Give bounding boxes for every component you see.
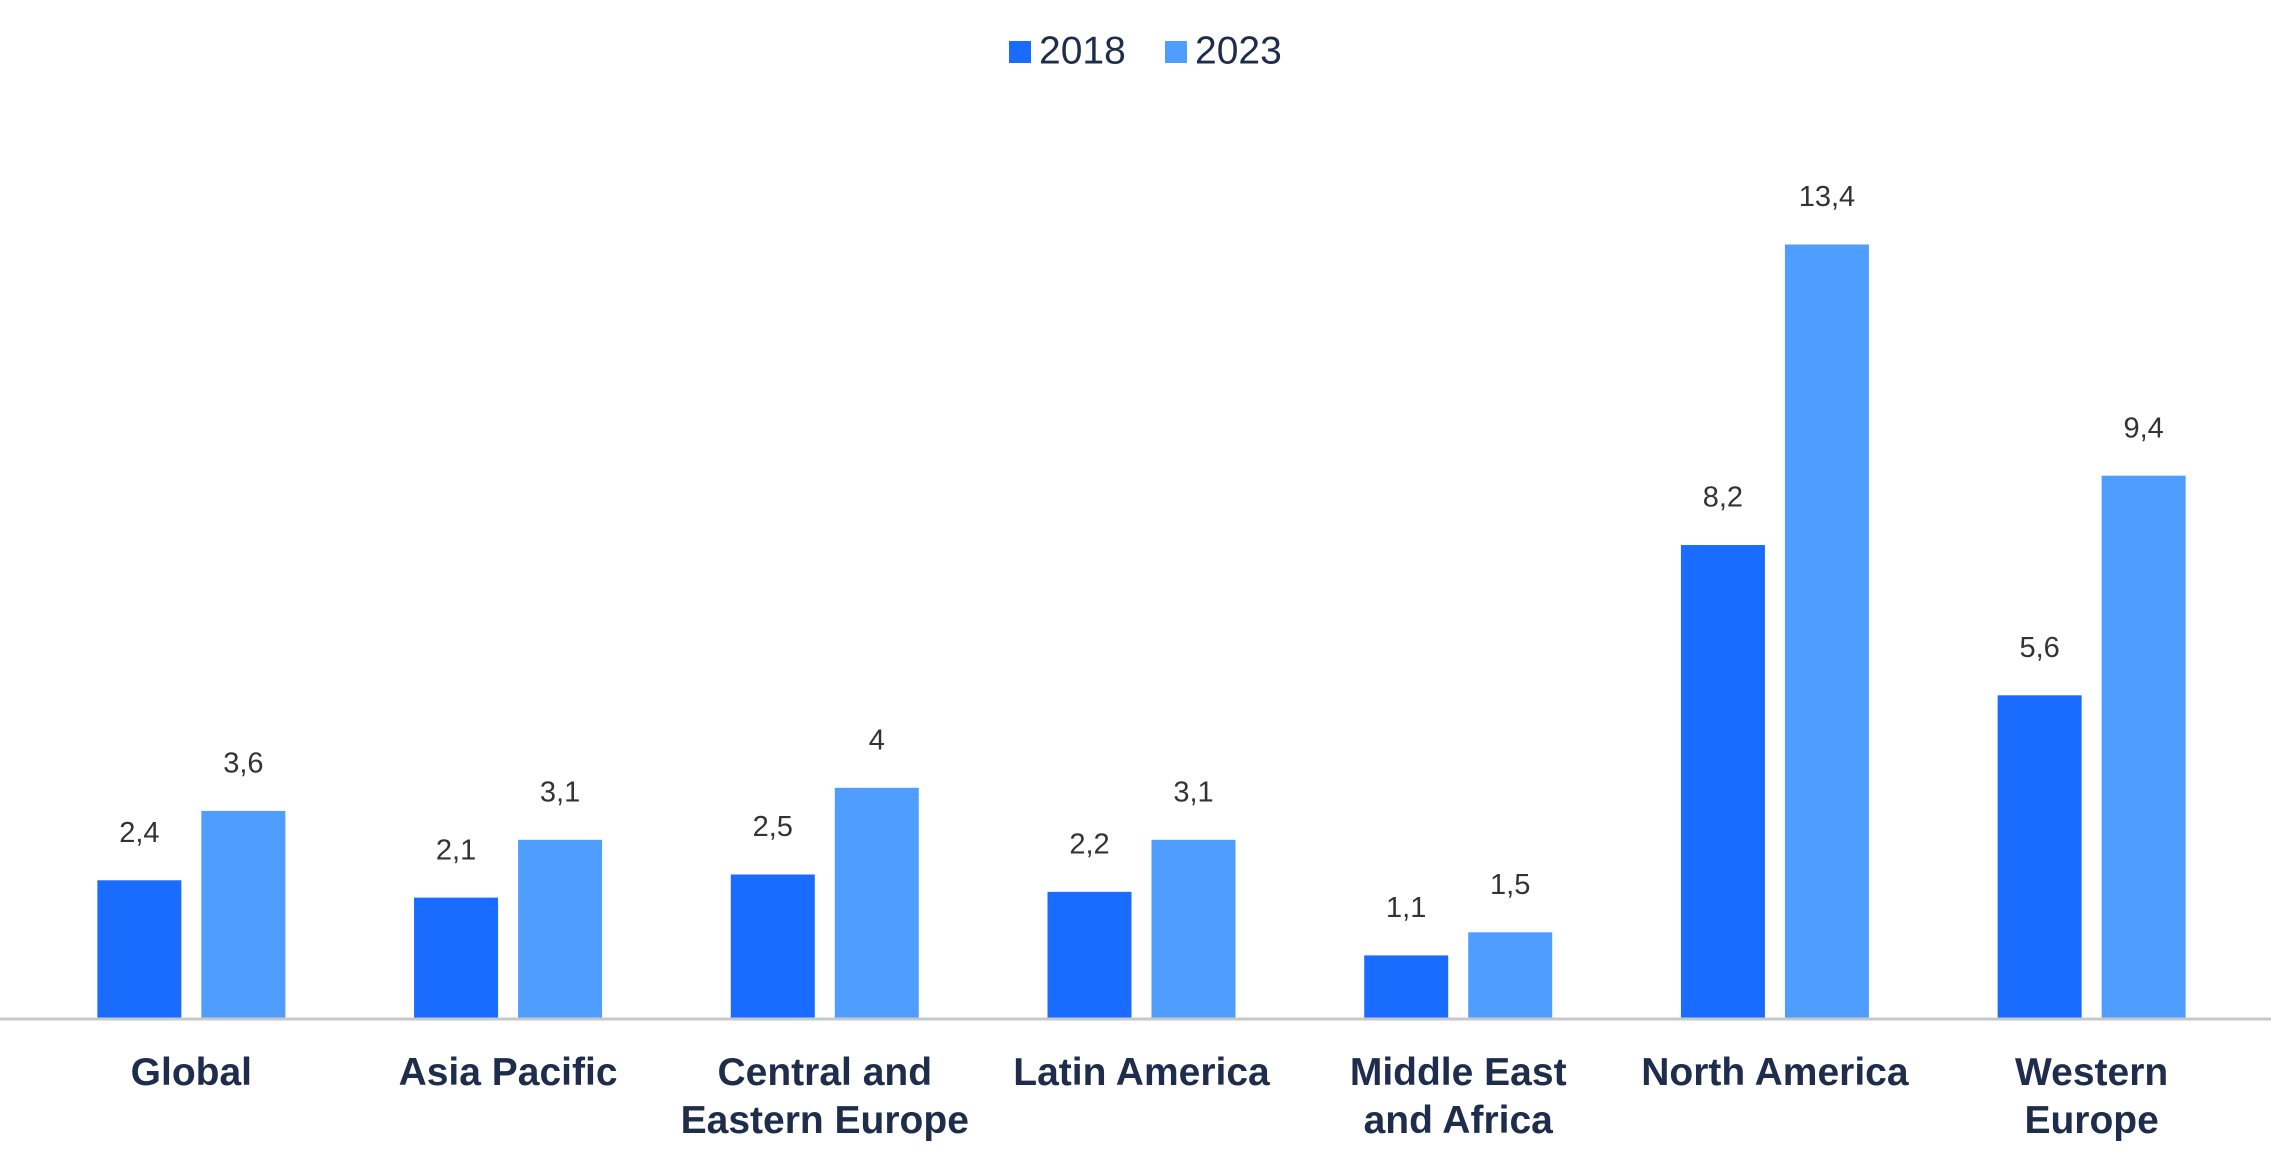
value-label: 9,4 bbox=[2123, 412, 2163, 444]
x-tick-label: Asia Pacific bbox=[398, 1051, 618, 1094]
bar bbox=[1784, 244, 1869, 1020]
bar bbox=[834, 787, 919, 1019]
bar bbox=[201, 810, 286, 1019]
value-label: 13,4 bbox=[1799, 181, 1855, 213]
x-tick-label: Global bbox=[130, 1051, 253, 1094]
legend-swatch bbox=[1165, 41, 1187, 63]
bar bbox=[414, 897, 499, 1019]
bar bbox=[1151, 839, 1236, 1019]
bar bbox=[1468, 932, 1553, 1019]
value-label: 4 bbox=[869, 724, 885, 756]
x-tick-label: Latin America bbox=[1013, 1051, 1270, 1094]
x-tick-label: Western Europe bbox=[2015, 1051, 2169, 1142]
value-label: 3,1 bbox=[540, 776, 580, 808]
value-label: 2,5 bbox=[753, 811, 793, 843]
value-label: 8,2 bbox=[1703, 482, 1743, 514]
value-label: 1,5 bbox=[1490, 869, 1530, 901]
bar bbox=[730, 874, 815, 1019]
x-tick-label: North America bbox=[1641, 1051, 1909, 1094]
bar bbox=[1364, 955, 1449, 1019]
bar bbox=[518, 839, 603, 1019]
value-label: 2,4 bbox=[119, 817, 159, 849]
value-label: 3,1 bbox=[1173, 776, 1213, 808]
x-tick-label: Middle East and Africa bbox=[1349, 1051, 1567, 1142]
legend-label: 2018 bbox=[1039, 29, 1126, 72]
value-label: 5,6 bbox=[2019, 632, 2059, 664]
bar bbox=[1997, 695, 2082, 1019]
value-label: 2,2 bbox=[1069, 828, 1109, 860]
legend-label: 2023 bbox=[1195, 29, 1282, 72]
legend-swatch bbox=[1009, 41, 1031, 63]
value-label: 3,6 bbox=[223, 748, 263, 780]
bar bbox=[1680, 545, 1765, 1019]
bar bbox=[1047, 891, 1132, 1019]
x-tick-label: Central and Eastern Europe bbox=[680, 1051, 969, 1142]
bar bbox=[2101, 475, 2186, 1019]
value-label: 1,1 bbox=[1386, 892, 1426, 924]
value-label: 2,1 bbox=[436, 834, 476, 866]
bar bbox=[97, 880, 182, 1019]
